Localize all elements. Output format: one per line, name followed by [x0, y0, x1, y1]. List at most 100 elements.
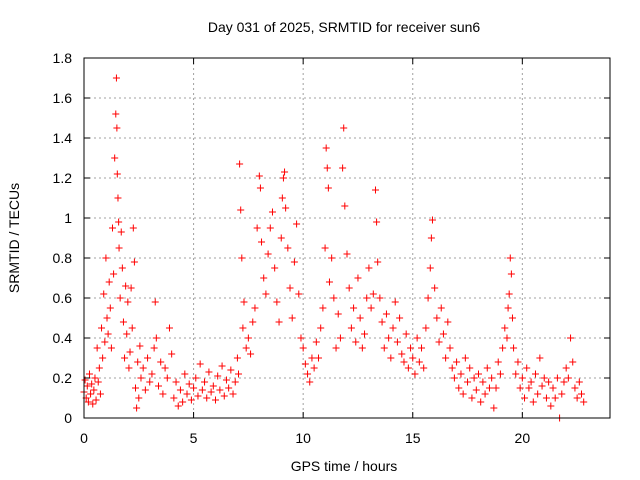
data-point-marker	[352, 338, 360, 346]
data-point-marker	[155, 382, 163, 390]
data-point-marker	[496, 370, 504, 378]
data-point-marker	[126, 348, 134, 356]
data-point-marker	[220, 392, 228, 400]
data-point-marker	[571, 384, 579, 392]
data-point-marker	[347, 324, 355, 332]
data-point-marker	[104, 330, 112, 338]
data-point-marker	[115, 218, 123, 226]
data-point-marker	[92, 396, 100, 404]
data-point-marker	[545, 378, 553, 386]
data-point-marker	[94, 378, 102, 386]
data-point-marker	[87, 390, 95, 398]
data-point-marker	[185, 380, 193, 388]
data-point-marker	[324, 184, 332, 192]
data-points	[80, 74, 588, 422]
data-point-marker	[481, 390, 489, 398]
data-point-marker	[107, 344, 115, 352]
data-point-marker	[113, 124, 121, 132]
data-point-marker	[121, 354, 129, 362]
data-point-marker	[282, 204, 290, 212]
data-point-marker	[124, 298, 132, 306]
data-point-marker	[361, 330, 369, 338]
data-point-marker	[88, 380, 96, 388]
data-point-marker	[391, 298, 399, 306]
y-tick-label: 0.8	[53, 250, 73, 266]
data-point-marker	[398, 350, 406, 358]
data-point-marker	[260, 274, 268, 282]
data-point-marker	[461, 354, 469, 362]
data-point-marker	[135, 394, 143, 402]
data-point-marker	[242, 344, 250, 352]
data-point-marker	[376, 294, 384, 302]
data-point-marker	[468, 394, 476, 402]
data-point-marker	[119, 318, 127, 326]
data-point-marker	[400, 358, 408, 366]
data-point-marker	[345, 284, 353, 292]
data-point-marker	[396, 314, 404, 322]
data-point-marker	[251, 304, 259, 312]
data-point-marker	[235, 370, 243, 378]
data-point-marker	[96, 390, 104, 398]
data-point-marker	[101, 338, 109, 346]
data-point-marker	[127, 284, 135, 292]
data-point-marker	[542, 394, 550, 402]
data-point-marker	[411, 370, 419, 378]
data-point-marker	[538, 382, 546, 390]
data-point-marker	[516, 384, 524, 392]
data-point-marker	[477, 398, 485, 406]
data-point-marker	[275, 318, 283, 326]
data-point-marker	[306, 378, 314, 386]
data-point-marker	[218, 362, 226, 370]
data-point-marker	[531, 370, 539, 378]
data-point-marker	[176, 386, 184, 394]
data-point-marker	[244, 334, 252, 342]
data-point-marker	[510, 344, 518, 352]
data-point-marker	[238, 254, 246, 262]
data-point-marker	[196, 360, 204, 368]
data-point-marker	[427, 234, 435, 242]
data-point-marker	[415, 358, 423, 366]
data-point-marker	[422, 324, 430, 332]
data-point-marker	[523, 364, 531, 372]
data-point-marker	[174, 402, 182, 410]
data-point-marker	[317, 324, 325, 332]
data-point-marker	[367, 304, 375, 312]
data-point-marker	[205, 368, 213, 376]
y-tick-label: 1.6	[53, 90, 73, 106]
data-point-marker	[389, 324, 397, 332]
data-point-marker	[518, 374, 526, 382]
data-point-marker	[374, 258, 382, 266]
data-point-marker	[141, 386, 149, 394]
data-point-marker	[284, 244, 292, 252]
data-point-marker	[148, 370, 156, 378]
data-point-marker	[146, 378, 154, 386]
data-point-marker	[332, 344, 340, 352]
data-point-marker	[409, 354, 417, 362]
data-point-marker	[365, 264, 373, 272]
data-point-marker	[428, 216, 436, 224]
data-point-marker	[459, 390, 467, 398]
data-point-marker	[373, 218, 381, 226]
data-point-marker	[457, 370, 465, 378]
data-point-marker	[380, 344, 388, 352]
data-point-marker	[203, 394, 211, 402]
data-point-marker	[420, 364, 428, 372]
data-point-marker	[98, 324, 106, 332]
data-point-marker	[343, 250, 351, 258]
data-point-marker	[192, 374, 200, 382]
data-point-marker	[534, 390, 542, 398]
data-point-marker	[247, 350, 255, 358]
data-point-marker	[529, 398, 537, 406]
data-point-marker	[295, 290, 303, 298]
chart-title: Day 031 of 2025, SRMTID for receiver sun…	[208, 19, 481, 35]
data-point-marker	[525, 384, 533, 392]
data-point-marker	[527, 378, 535, 386]
data-point-marker	[485, 384, 493, 392]
data-point-marker	[110, 270, 118, 278]
data-point-marker	[161, 364, 169, 372]
data-point-marker	[172, 378, 180, 386]
data-point-marker	[258, 238, 266, 246]
data-point-marker	[85, 370, 93, 378]
data-point-marker	[113, 170, 121, 178]
